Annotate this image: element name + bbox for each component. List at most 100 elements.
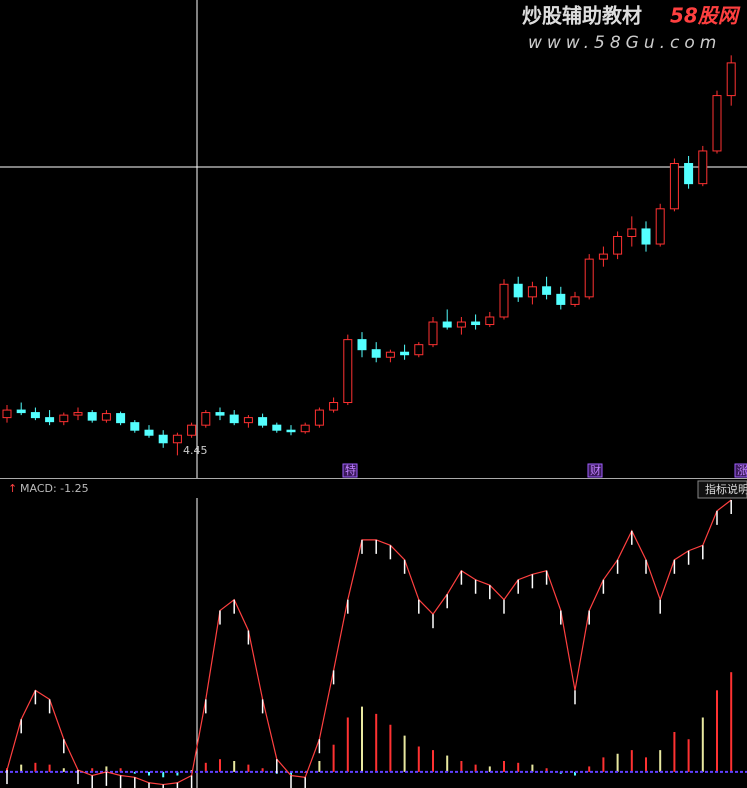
macd-bar [91,768,94,772]
candle-body [442,321,452,328]
macd-bar [417,746,420,772]
candle-body [343,339,353,404]
candle-body [158,434,168,444]
candle-body [45,417,55,423]
candle-body [243,417,253,424]
candle-body [2,409,12,419]
macd-bar [332,744,335,772]
macd-bar [133,771,136,774]
candle-body [87,412,97,421]
macd-bar [20,764,23,772]
macd-bar [105,766,108,772]
macd-bar [531,764,534,772]
macd-bar [446,755,449,772]
macd-bar [488,766,491,772]
candle-body [258,417,268,426]
macd-bar [119,768,122,772]
macd-bar [346,717,349,772]
low-label: 4.45 [183,444,208,457]
candle-body [570,296,580,305]
macd-bar [673,732,676,772]
macd-bar [574,771,576,776]
macd-bar [204,762,207,772]
macd-bar [375,713,378,772]
macd-bar [290,771,292,776]
candle-body [16,409,26,414]
macd-bar [219,759,221,772]
candle-body [215,412,225,416]
macd-title: MACD: -1.25 [20,482,89,495]
macd-bar [659,750,662,772]
macd-bar [460,761,463,772]
candle-body [556,293,566,305]
candle-body [371,349,381,358]
macd-bar [588,766,591,772]
marker: 特 [345,463,356,477]
indicator-button-label[interactable]: 指标说明 [705,482,747,496]
candle-body [286,429,296,433]
macd-bar [318,761,321,772]
candle-body [59,414,69,423]
macd-bar [389,724,392,772]
candle-body [357,339,367,351]
candle-body [30,412,40,419]
macd-bar [34,762,37,772]
candle-body [130,422,140,431]
macd-bar [687,739,690,772]
macd-bar [616,753,619,772]
candle-body [172,434,182,444]
macd-bar [645,757,647,772]
candle-body [542,286,552,295]
macd-bar [247,764,250,772]
candle-body [698,150,708,185]
candle-body [513,283,523,298]
candle-body [314,409,324,426]
macd-bar [602,757,605,772]
candle-body [527,286,537,298]
candle-body [73,412,83,416]
candle-body [456,321,466,328]
candle-body [598,253,608,260]
candle-body [414,344,424,356]
marker: 财 [590,463,601,477]
marker-box [587,463,603,478]
candle-body [201,412,211,426]
macd-bar [716,690,718,772]
macd-bar [432,750,434,772]
candle-body [385,351,395,358]
macd-bar [403,735,406,772]
candle-body [669,163,679,210]
macd-bar [361,706,363,772]
watermark-url: www.58Gu.com [528,33,721,53]
candle-body [272,424,282,431]
candle-body [584,258,594,298]
macd-bar [503,761,505,772]
macd-bar [630,750,633,772]
candle-body [229,414,239,424]
marker: 涨 [737,464,747,477]
candle-body [684,163,694,185]
watermark-brand: 58股网 [670,4,741,28]
macd-bar [233,761,236,772]
candle-body [300,424,310,433]
candle-body [144,429,154,436]
candle-body [613,235,623,255]
watermark-title: 炒股辅助教材 [522,4,642,28]
candle-body [329,402,339,411]
arrow-icon: ↑ [8,482,17,495]
candle-body [641,228,651,245]
macd-bar [545,768,548,772]
macd-bar [62,768,65,772]
candle-body [428,321,438,346]
macd-bar [176,771,179,776]
indicator-button[interactable] [697,480,747,499]
candle-body [471,321,481,326]
dif-line [6,499,732,786]
macd-bar [517,762,520,772]
candle-body [499,283,509,318]
candle-body [187,424,197,436]
candle-body [485,316,495,326]
candle-body [116,413,126,424]
